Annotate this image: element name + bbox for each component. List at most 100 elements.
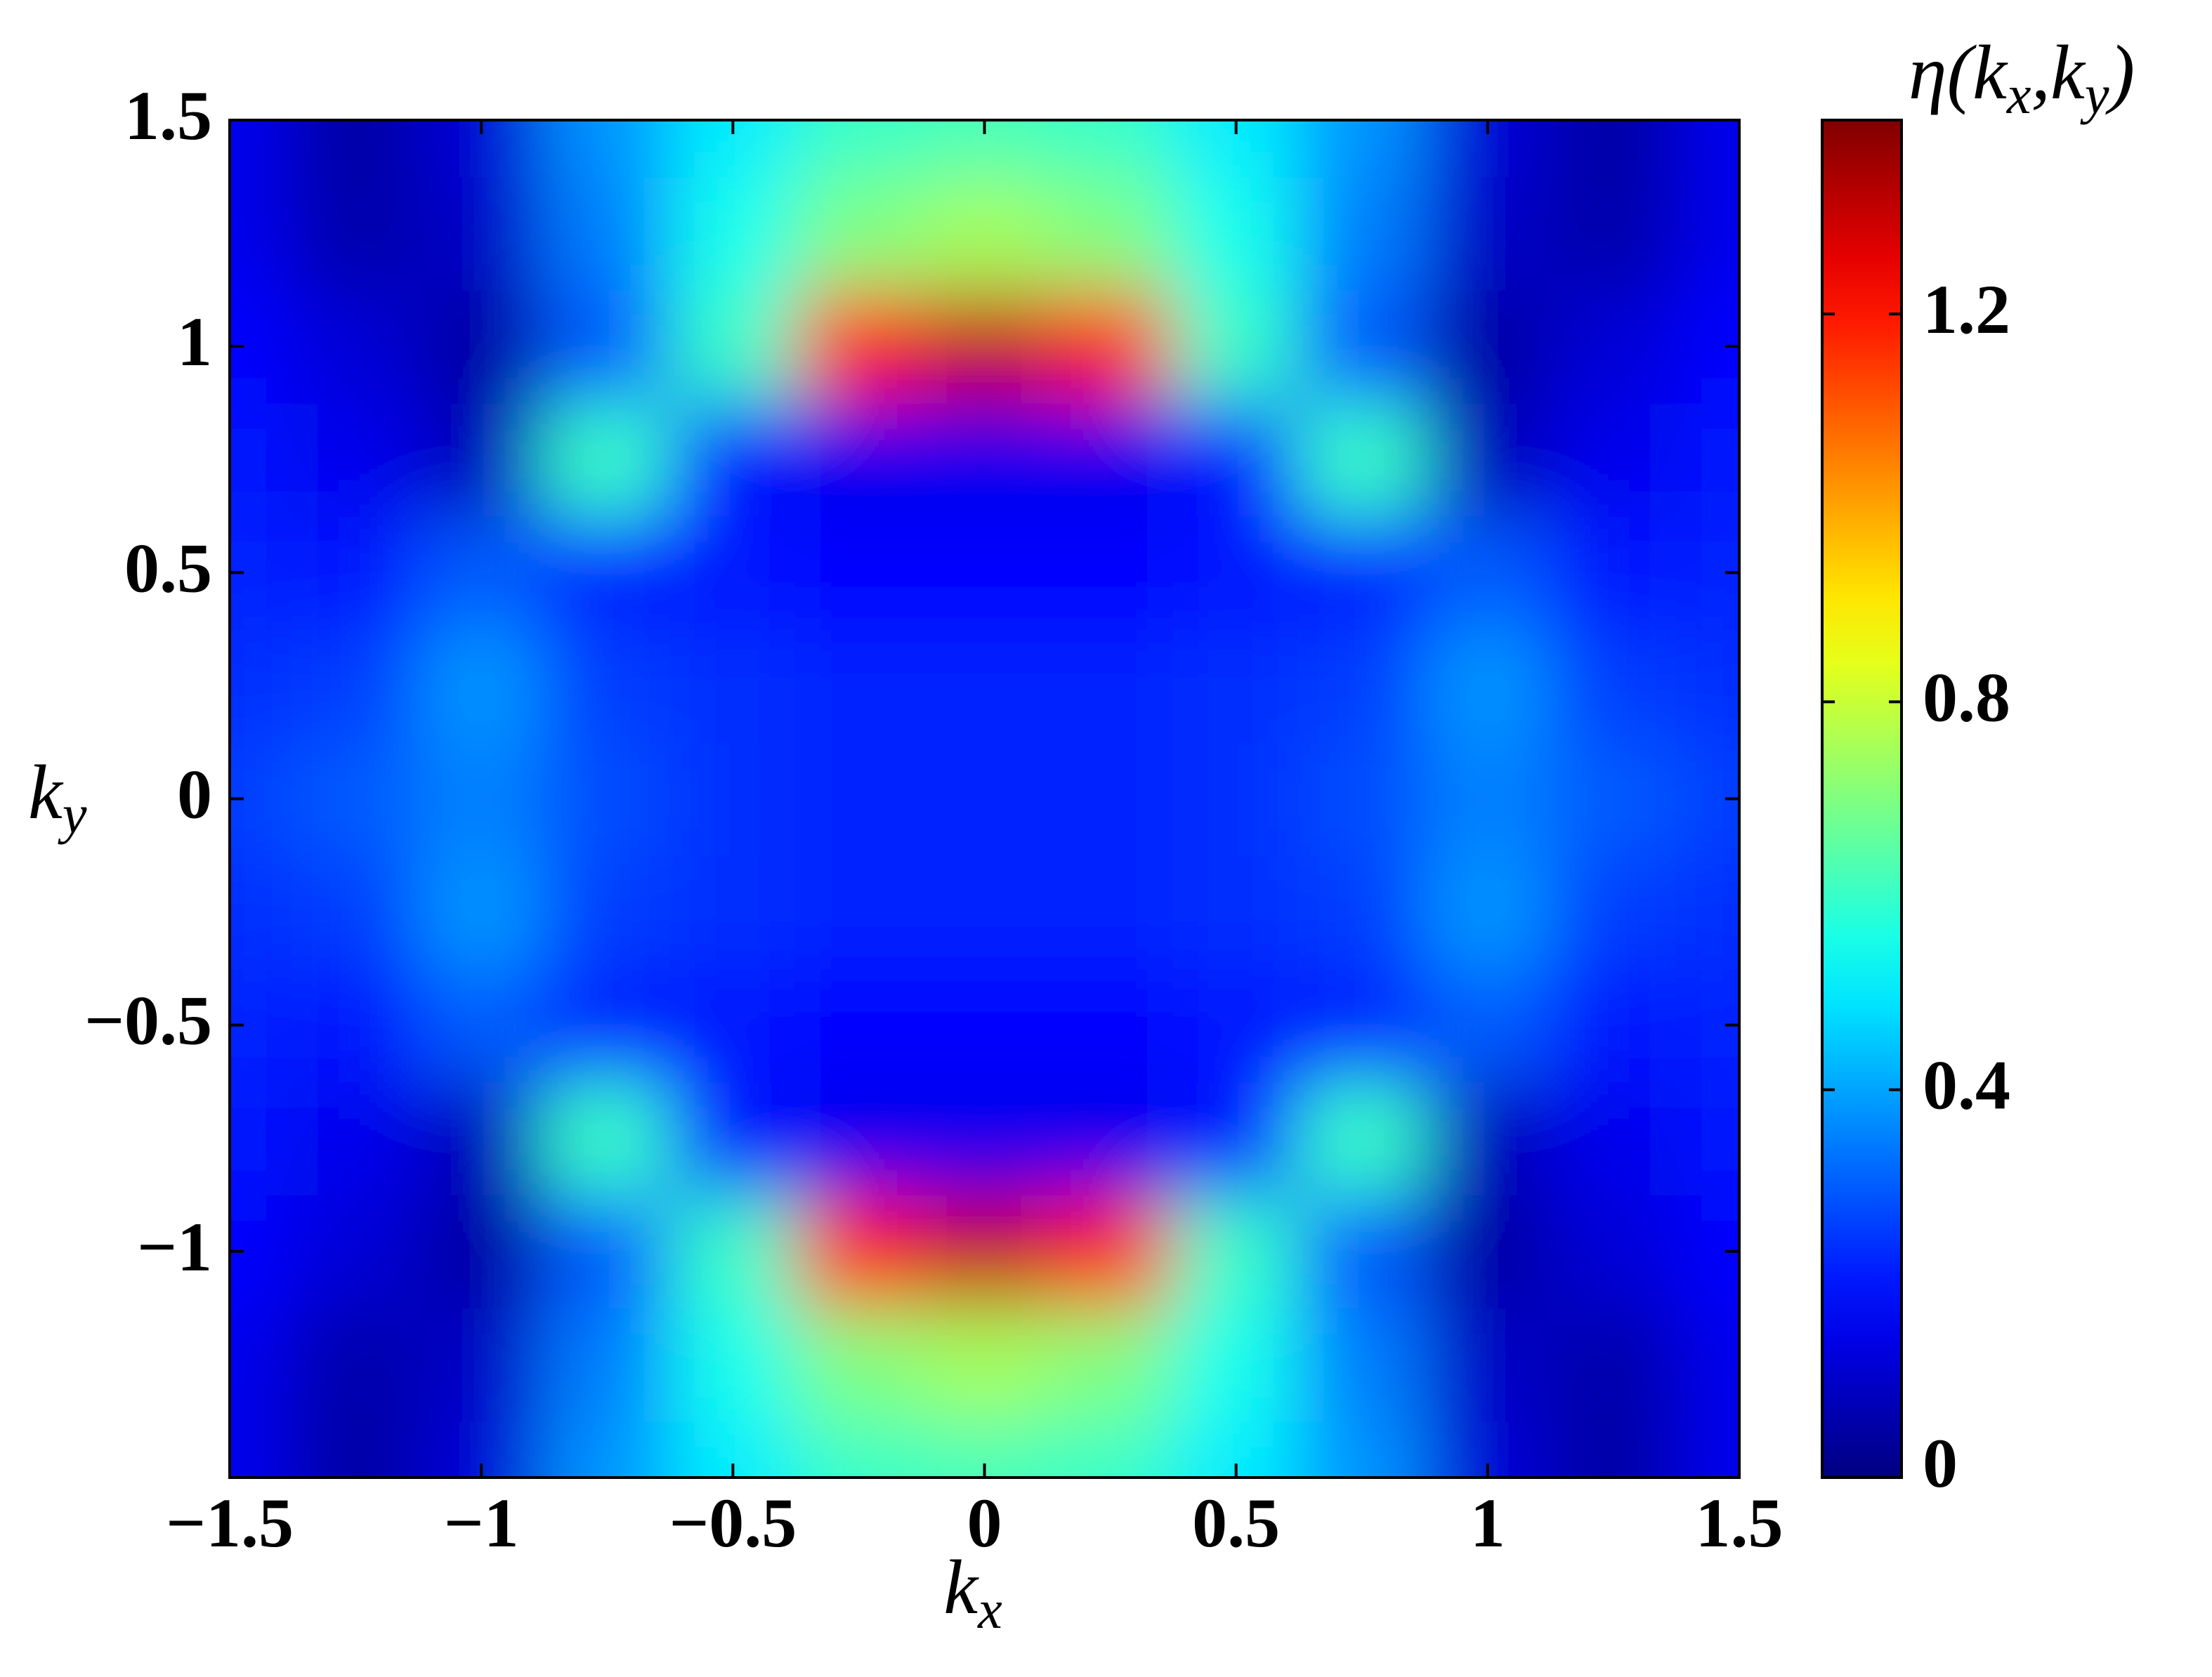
heatmap-cell [1172,968,1300,1083]
heatmap-cell [543,628,671,743]
heatmap-cell [417,402,545,517]
heatmap-cell [292,176,419,291]
heatmap-cell [543,1081,671,1196]
heatmap-cell [417,628,545,743]
heatmap-cell [1550,968,1677,1083]
heatmap-cell [417,1307,545,1422]
heatmap-cell [292,1307,419,1422]
heatmap-cell [1675,855,1739,970]
heatmap-cell [292,1194,419,1309]
colorbar-label-part: ) [2105,29,2135,115]
heatmap-cell [794,515,922,630]
heatmap-cell [292,120,419,178]
heatmap-cell [1675,628,1739,743]
colorbar-tick-label: 0.4 [1923,1046,2010,1124]
heatmap-cell [794,1081,922,1196]
heatmap-cell [230,1081,294,1196]
heatmap-cell [1675,1307,1739,1422]
colorbar-label-part: ,k [2031,29,2087,115]
heatmap-cell [230,176,294,291]
heatmap-cell [292,402,419,517]
heatmap-cell [1550,1194,1677,1309]
x-tick-label: 1.5 [1696,1484,1784,1562]
heatmap-cell [417,1194,545,1309]
heatmap-cell [417,120,545,178]
colorbar-label-part: x [2006,64,2031,125]
heatmap-cell [1172,120,1300,178]
heatmap-cell [1424,120,1552,178]
heatmap-cell [292,1081,419,1196]
y-tick-label: 0.5 [124,529,212,607]
heatmap-cell [1550,289,1677,404]
heatmap-cell [1550,120,1677,178]
heatmap-cell [794,855,922,970]
heatmap-cell [1550,628,1677,743]
heatmap-cell [920,628,1049,743]
heatmap-cell [920,402,1049,517]
y-tick-label: −1 [137,1208,212,1286]
heatmap-cell [1424,741,1552,857]
heatmap-cell [292,289,419,404]
heatmap-cell [1298,289,1426,404]
heatmap-cell [1675,176,1739,291]
heatmap-cell [543,1420,671,1478]
heatmap-cell [1172,515,1300,630]
heatmap-cell [1298,1307,1426,1422]
heatmap-cell [1424,628,1552,743]
heatmap-cell [1424,1081,1552,1196]
x-tick-label: 0 [967,1484,1002,1562]
y-axis-label-part: k [28,749,64,835]
heatmap-cell [1172,1194,1300,1309]
heatmap-cell [920,176,1049,291]
heatmap-cell [543,289,671,404]
x-tick-label: −1.5 [166,1484,294,1562]
heatmap-cell [230,1307,294,1422]
heatmap-cell [669,741,797,857]
heatmap-cell [1424,176,1552,291]
colorbar-label-part: y [2080,64,2109,125]
heatmap-cell [1424,855,1552,970]
heatmap-cell [1172,289,1300,404]
heatmap-cell [920,741,1049,857]
heatmap-cell [794,402,922,517]
colorbar-tick-label: 0 [1923,1424,1958,1502]
heatmap-cell [1550,402,1677,517]
heatmap-cell [1675,120,1739,178]
heatmap-cell [1298,1420,1426,1478]
colorbar [1821,119,1903,1479]
heatmap-cell [920,289,1049,404]
heatmap-cell [1298,176,1426,291]
heatmap-cell [1047,968,1174,1083]
x-tick-label: −0.5 [669,1484,797,1562]
heatmap-cell [669,515,797,630]
colorbar-tick-label: 0.8 [1923,658,2010,736]
heatmap-cell [1298,402,1426,517]
heatmap-cell [543,515,671,630]
heatmap-cell [230,402,294,517]
colorbar-label: η(kx,ky) [1909,29,2135,125]
heatmap-cell [292,515,419,630]
heatmap-cell [920,515,1049,630]
heatmap-cell [794,1307,922,1422]
x-tick-label: 1 [1470,1484,1505,1562]
heatmap-cell [543,402,671,517]
heatmap-cell [1675,1081,1739,1196]
heatmap-cell [794,1420,922,1478]
x-axis-label-part: k [943,1544,979,1630]
heatmap-cell [1047,855,1174,970]
heatmap-cell [669,1081,797,1196]
heatmap-cell [1298,120,1426,178]
heatmap-cell [920,1194,1049,1309]
heatmap-cell [543,968,671,1083]
heatmap-cell [669,1307,797,1422]
heatmap-cell [543,120,671,178]
heatmap-cell [1172,176,1300,291]
heatmap-cell [1298,628,1426,743]
heatmap-cell [543,1194,671,1309]
heatmap-cell [417,515,545,630]
heatmap-cell [1047,515,1174,630]
heatmap-cell [1424,402,1552,517]
heatmap-cell [417,289,545,404]
heatmap-cell [543,176,671,291]
